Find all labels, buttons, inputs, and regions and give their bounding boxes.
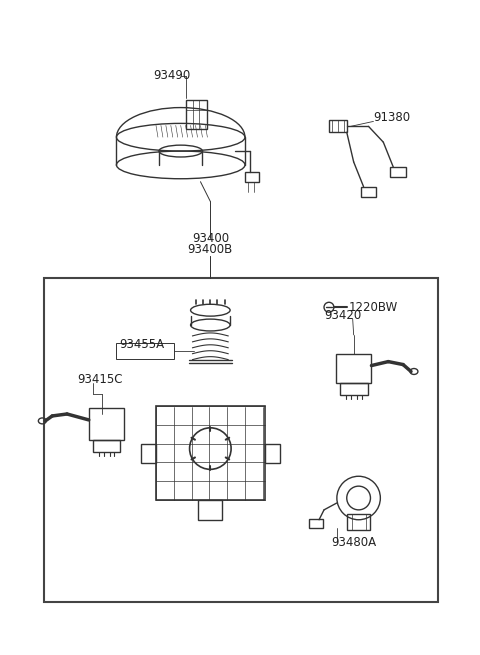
Bar: [93, 440, 120, 451]
Bar: [309, 519, 323, 528]
Ellipse shape: [190, 428, 231, 470]
Bar: [390, 167, 406, 177]
Text: 93400B: 93400B: [188, 244, 233, 256]
Bar: [245, 172, 259, 181]
Bar: [360, 187, 376, 196]
Circle shape: [324, 303, 334, 312]
Text: 93420: 93420: [324, 309, 361, 322]
Text: 93455A: 93455A: [120, 338, 165, 351]
Bar: [336, 354, 372, 383]
Bar: [329, 121, 347, 132]
Bar: [264, 443, 279, 463]
Bar: [199, 500, 222, 520]
Text: 93415C: 93415C: [77, 373, 122, 386]
Bar: [186, 100, 207, 129]
Bar: [89, 408, 124, 440]
Bar: [340, 383, 368, 395]
Bar: [117, 343, 174, 359]
Bar: [141, 443, 156, 463]
Bar: [156, 406, 264, 500]
Text: 93490: 93490: [153, 69, 190, 83]
Bar: [347, 514, 371, 530]
Text: 93400: 93400: [192, 232, 229, 244]
Bar: [44, 278, 438, 602]
Text: 91380: 91380: [373, 111, 410, 124]
Text: 93480A: 93480A: [331, 536, 376, 549]
Text: 1220BW: 1220BW: [349, 301, 398, 314]
